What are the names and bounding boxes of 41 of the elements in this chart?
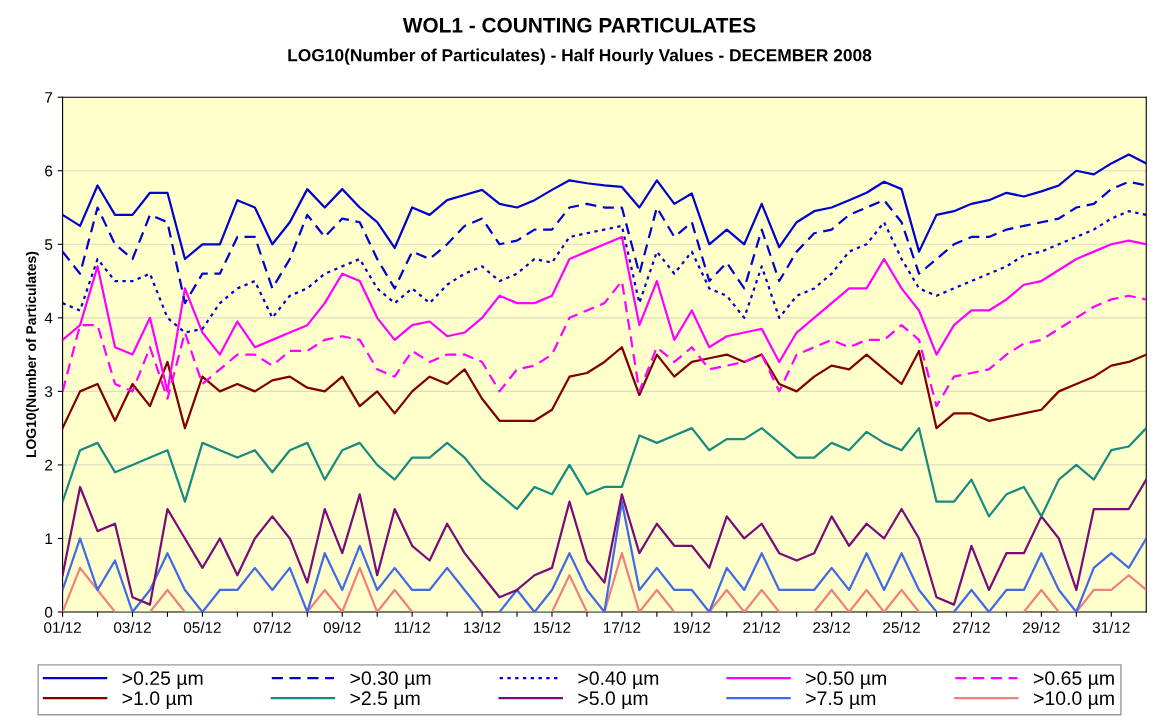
legend-label: >5.0 µm	[578, 691, 648, 709]
y-tick-label: 3	[44, 386, 53, 398]
x-tick-label: 23/12	[813, 621, 850, 633]
x-tick-label: 03/12	[113, 621, 151, 633]
x-tick-label: 31/12	[1092, 621, 1130, 633]
legend-label: >0.65 µm	[1034, 671, 1114, 689]
x-tick-label: 11/12	[394, 621, 430, 633]
legend-label: >0.50 µm	[806, 671, 886, 689]
line-series	[62, 478, 1147, 606]
legend-label: >1.0 µm	[122, 691, 192, 709]
x-tick-label: 05/12	[183, 621, 221, 633]
x-tick-label: 27/12	[953, 621, 990, 633]
y-tick-label: 6	[45, 165, 53, 177]
legend-label: >2.5 µm	[350, 691, 420, 709]
legend-label: >0.25 µm	[122, 671, 203, 689]
x-tick-label: 15/12	[534, 621, 571, 633]
x-tick-label: 13/12	[464, 621, 501, 633]
y-tick-label: 5	[44, 239, 53, 250]
x-tick-label: 07/12	[253, 621, 291, 633]
y-tick-label: 1	[45, 533, 53, 544]
x-tick-label: 25/12	[883, 621, 920, 633]
y-tick-label: 0	[44, 606, 53, 618]
legend-label: >10.0 µm	[1034, 691, 1114, 709]
line-series	[62, 153, 1147, 261]
x-tick-label: 01/12	[44, 621, 81, 633]
y-tick-label: 2	[45, 459, 53, 471]
x-tick-label: 17/12	[603, 621, 641, 633]
y-tick-label: 7	[45, 92, 53, 103]
chart-title: WOL1 - COUNTING PARTICULATES	[402, 17, 756, 33]
x-tick-label: 21/12	[743, 621, 781, 633]
x-tick-label: 29/12	[1023, 621, 1060, 633]
legend-label: >7.5 µm	[806, 691, 876, 709]
x-tick-label: 19/12	[673, 621, 711, 633]
chart-subtitle: LOG10(Number of Particulates) - Half Hourly Values - DECEMBER 2008	[288, 48, 872, 65]
legend-label: >0.30 µm	[350, 671, 431, 689]
x-tick-label: 09/12	[323, 621, 361, 633]
legend-label: >0.40 µm	[578, 671, 659, 689]
line-series	[62, 346, 1147, 430]
line-series	[62, 427, 1147, 518]
y-tick-label: 4	[44, 312, 53, 324]
y-axis-title: LOG10(Number of Particulates)	[25, 251, 39, 458]
